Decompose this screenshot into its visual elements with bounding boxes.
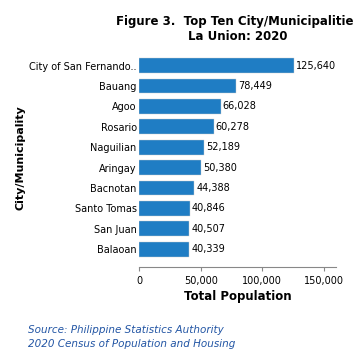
Text: 60,278: 60,278 — [216, 122, 250, 132]
Text: 78,449: 78,449 — [238, 81, 272, 91]
Bar — [139, 221, 189, 236]
Text: 40,339: 40,339 — [191, 244, 225, 254]
Bar — [139, 181, 194, 195]
Text: 40,507: 40,507 — [192, 224, 225, 234]
Bar — [139, 58, 294, 73]
Text: 44,388: 44,388 — [196, 183, 230, 193]
Bar — [139, 201, 190, 216]
Text: 66,028: 66,028 — [223, 101, 257, 112]
Bar — [139, 119, 213, 134]
Bar — [139, 99, 221, 114]
Text: 125,640: 125,640 — [296, 61, 336, 71]
Text: 52,189: 52,189 — [206, 142, 240, 152]
Text: 50,380: 50,380 — [204, 163, 238, 173]
Bar — [139, 160, 201, 175]
Bar — [139, 79, 236, 93]
Text: 40,846: 40,846 — [192, 203, 225, 214]
Bar — [139, 140, 204, 155]
Y-axis label: City/Municipality: City/Municipality — [15, 105, 25, 210]
Title: Figure 3.  Top Ten City/Municipalities
La Union: 2020: Figure 3. Top Ten City/Municipalities La… — [115, 15, 354, 43]
Text: Source: Philippine Statistics Authority
2020 Census of Population and Housing: Source: Philippine Statistics Authority … — [28, 325, 236, 349]
X-axis label: Total Population: Total Population — [184, 290, 292, 303]
Bar — [139, 242, 189, 257]
